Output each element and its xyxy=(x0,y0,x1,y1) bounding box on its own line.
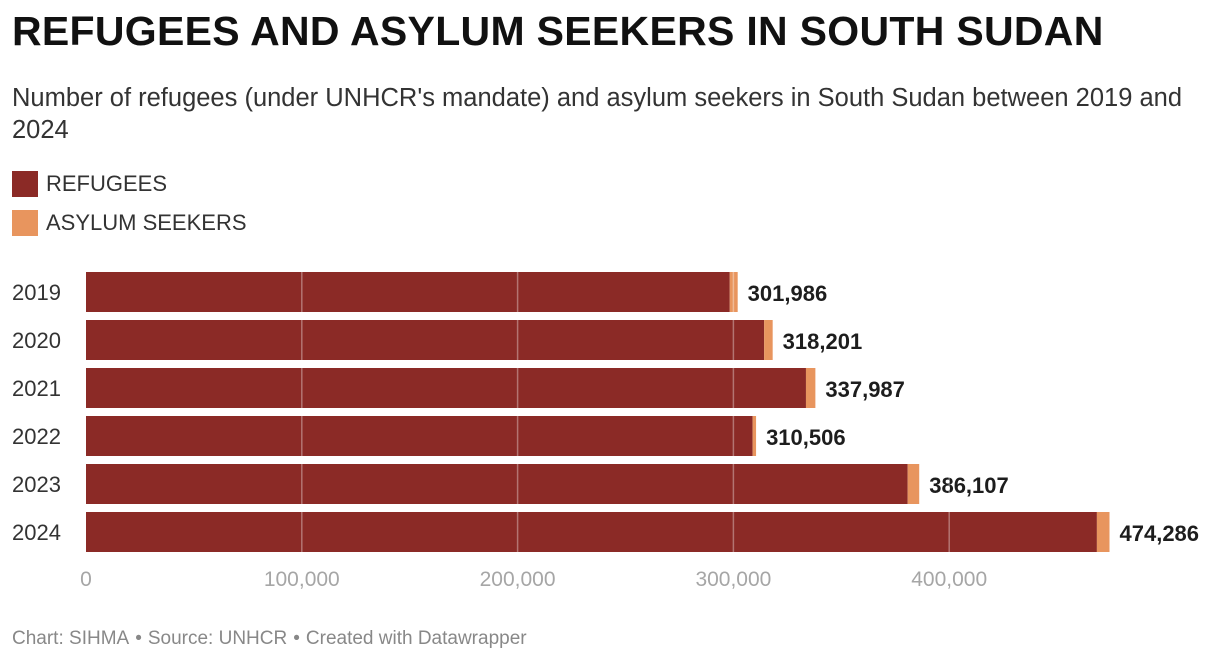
bar-refugees-2020 xyxy=(86,320,765,360)
legend-item-asylum-seekers: ASYLUM SEEKERS xyxy=(12,209,247,237)
legend-swatch-refugees xyxy=(12,171,38,197)
bar-chart: 2019 301,986 2020 318,201 2021 337,987 2022 310… xyxy=(12,268,1200,591)
x-tick-label-400,000: 400,000 xyxy=(911,568,987,591)
category-label-2022: 2022 xyxy=(12,424,61,449)
legend-label-refugees: REFUGEES xyxy=(46,171,168,196)
bar-refugees-2019 xyxy=(86,272,730,312)
total-label-2024: 474,286 xyxy=(1120,521,1200,546)
x-tick-label-100,000: 100,000 xyxy=(264,568,340,591)
x-tick-label-0: 0 xyxy=(80,568,92,591)
legend-item-refugees: REFUGEES xyxy=(12,170,247,198)
bar-asylum-seekers-2023 xyxy=(907,464,920,504)
category-label-2021: 2021 xyxy=(12,376,61,401)
total-label-2020: 318,201 xyxy=(783,329,863,354)
bar-refugees-2021 xyxy=(86,368,806,408)
footer-created-with: Created with Datawrapper xyxy=(305,628,527,649)
total-label-2023: 386,107 xyxy=(929,473,1009,498)
bar-refugees-2023 xyxy=(86,464,908,504)
category-label-2023: 2023 xyxy=(12,472,61,497)
bar-asylum-seekers-2019 xyxy=(729,272,738,312)
x-tick-label-200,000: 200,000 xyxy=(480,568,556,591)
bar-refugees-2022 xyxy=(86,416,753,456)
category-label-2024: 2024 xyxy=(12,520,61,545)
legend: REFUGEES ASYLUM SEEKERS xyxy=(12,170,247,248)
legend-swatch-asylum-seekers xyxy=(12,210,38,236)
bar-asylum-seekers-2024 xyxy=(1096,512,1110,552)
bar-refugees-2024 xyxy=(86,512,1097,552)
total-label-2019: 301,986 xyxy=(748,281,828,306)
category-label-2020: 2020 xyxy=(12,328,61,353)
chart-title: REFUGEES AND ASYLUM SEEKERS IN SOUTH SUD… xyxy=(12,8,1104,54)
chart-footer: Chart: SIHMA • Source: UNHCR • Created with … xyxy=(12,628,527,650)
category-label-2019: 2019 xyxy=(12,280,61,305)
bar-asylum-seekers-2020 xyxy=(764,320,773,360)
footer-separator: • xyxy=(135,628,142,649)
bar-asylum-seekers-2021 xyxy=(805,368,816,408)
footer-source: Source: UNHCR xyxy=(147,628,288,649)
legend-label-asylum-seekers: ASYLUM SEEKERS xyxy=(46,210,247,235)
total-label-2022: 310,506 xyxy=(766,425,846,450)
chart-subtitle: Number of refugees (under UNHCR's mandat… xyxy=(12,84,1183,144)
bar-asylum-seekers-2022 xyxy=(752,416,757,456)
total-label-2021: 337,987 xyxy=(825,377,905,402)
x-tick-label-300,000: 300,000 xyxy=(695,568,771,591)
footer-chart-credit: Chart: SIHMA xyxy=(12,628,130,649)
footer-separator: • xyxy=(293,628,300,649)
